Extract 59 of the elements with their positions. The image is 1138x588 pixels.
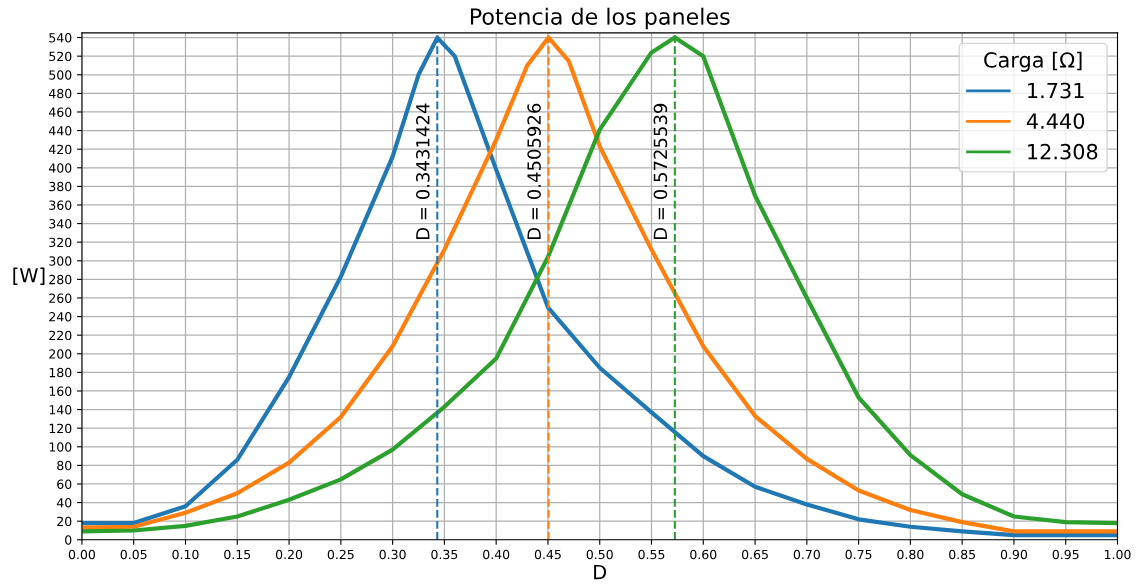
ref-line-label: D = 0.5725539 bbox=[653, 103, 668, 239]
y-tick-label: 440 bbox=[48, 126, 72, 136]
y-tick-label: 40 bbox=[56, 498, 72, 508]
y-tick-label: 100 bbox=[49, 442, 72, 452]
x-tick-label: 1.00 bbox=[1104, 549, 1131, 560]
x-tick-label: 0.05 bbox=[120, 549, 147, 560]
y-axis-title: [W] bbox=[13, 267, 45, 285]
y-tick-label: 500 bbox=[49, 70, 72, 80]
y-tick-label: 280 bbox=[49, 274, 72, 285]
y-tick-label: 120 bbox=[49, 423, 72, 434]
x-tick-label: 0.80 bbox=[897, 549, 924, 560]
y-tick-label: 200 bbox=[49, 349, 72, 359]
y-tick-label: 20 bbox=[57, 516, 72, 527]
y-tick-label: 300 bbox=[49, 256, 72, 266]
x-tick-label: 0.25 bbox=[327, 549, 354, 560]
x-tick-label: 0.70 bbox=[793, 549, 820, 560]
y-tick-label: 480 bbox=[48, 88, 72, 99]
ref-line-label: D = 0.4505926 bbox=[527, 103, 541, 239]
y-tick-label: 540 bbox=[49, 33, 72, 43]
y-tick-label: 420 bbox=[48, 144, 72, 155]
y-tick-label: 60 bbox=[57, 479, 72, 489]
chart-title: Potencia de los paneles bbox=[470, 7, 730, 30]
x-tick-label: 0.90 bbox=[1000, 549, 1028, 560]
y-tick-label: 0 bbox=[65, 535, 72, 545]
x-tick-label: 0.55 bbox=[638, 549, 665, 560]
x-tick-label: 0.30 bbox=[379, 549, 406, 560]
x-tick-label: 0.40 bbox=[483, 549, 510, 560]
x-tick-label: 0.15 bbox=[224, 549, 251, 560]
y-tick-label: 320 bbox=[49, 237, 72, 248]
ref-line-label: D = 0.3431424 bbox=[415, 103, 430, 239]
x-tick-label: 0.60 bbox=[690, 549, 717, 560]
x-tick-label: 0.95 bbox=[1052, 549, 1079, 560]
y-tick-label: 400 bbox=[48, 163, 72, 173]
x-tick-label: 0.85 bbox=[949, 549, 975, 560]
x-tick-label: 0.35 bbox=[431, 549, 458, 560]
y-tick-label: 240 bbox=[49, 312, 72, 322]
x-tick-label: 0.65 bbox=[741, 549, 768, 560]
legend-label: 1.731 bbox=[1028, 82, 1084, 99]
x-tick-label: 0.45 bbox=[534, 549, 561, 560]
x-tick-label: 0.00 bbox=[68, 549, 96, 560]
legend-label: 12.308 bbox=[1028, 143, 1098, 160]
legend-title: Carga [Ω] bbox=[984, 51, 1082, 72]
y-tick-label: 360 bbox=[49, 200, 72, 210]
y-tick-label: 460 bbox=[48, 107, 72, 117]
x-tick-label: 0.20 bbox=[275, 549, 303, 560]
x-tick-label: 0.50 bbox=[586, 549, 613, 560]
legend-label: 4.440 bbox=[1026, 113, 1085, 129]
y-tick-label: 80 bbox=[57, 460, 72, 471]
y-tick-label: 160 bbox=[49, 386, 72, 396]
y-tick-label: 520 bbox=[49, 51, 72, 62]
y-tick-label: 380 bbox=[49, 181, 72, 192]
y-tick-label: 180 bbox=[49, 367, 72, 378]
x-tick-label: 0.75 bbox=[845, 549, 872, 560]
y-tick-label: 340 bbox=[49, 219, 72, 229]
x-tick-label: 0.10 bbox=[172, 549, 199, 560]
y-tick-label: 220 bbox=[49, 330, 72, 341]
y-tick-label: 260 bbox=[49, 293, 72, 303]
x-axis-title: D bbox=[594, 564, 607, 580]
y-tick-label: 140 bbox=[49, 405, 72, 415]
